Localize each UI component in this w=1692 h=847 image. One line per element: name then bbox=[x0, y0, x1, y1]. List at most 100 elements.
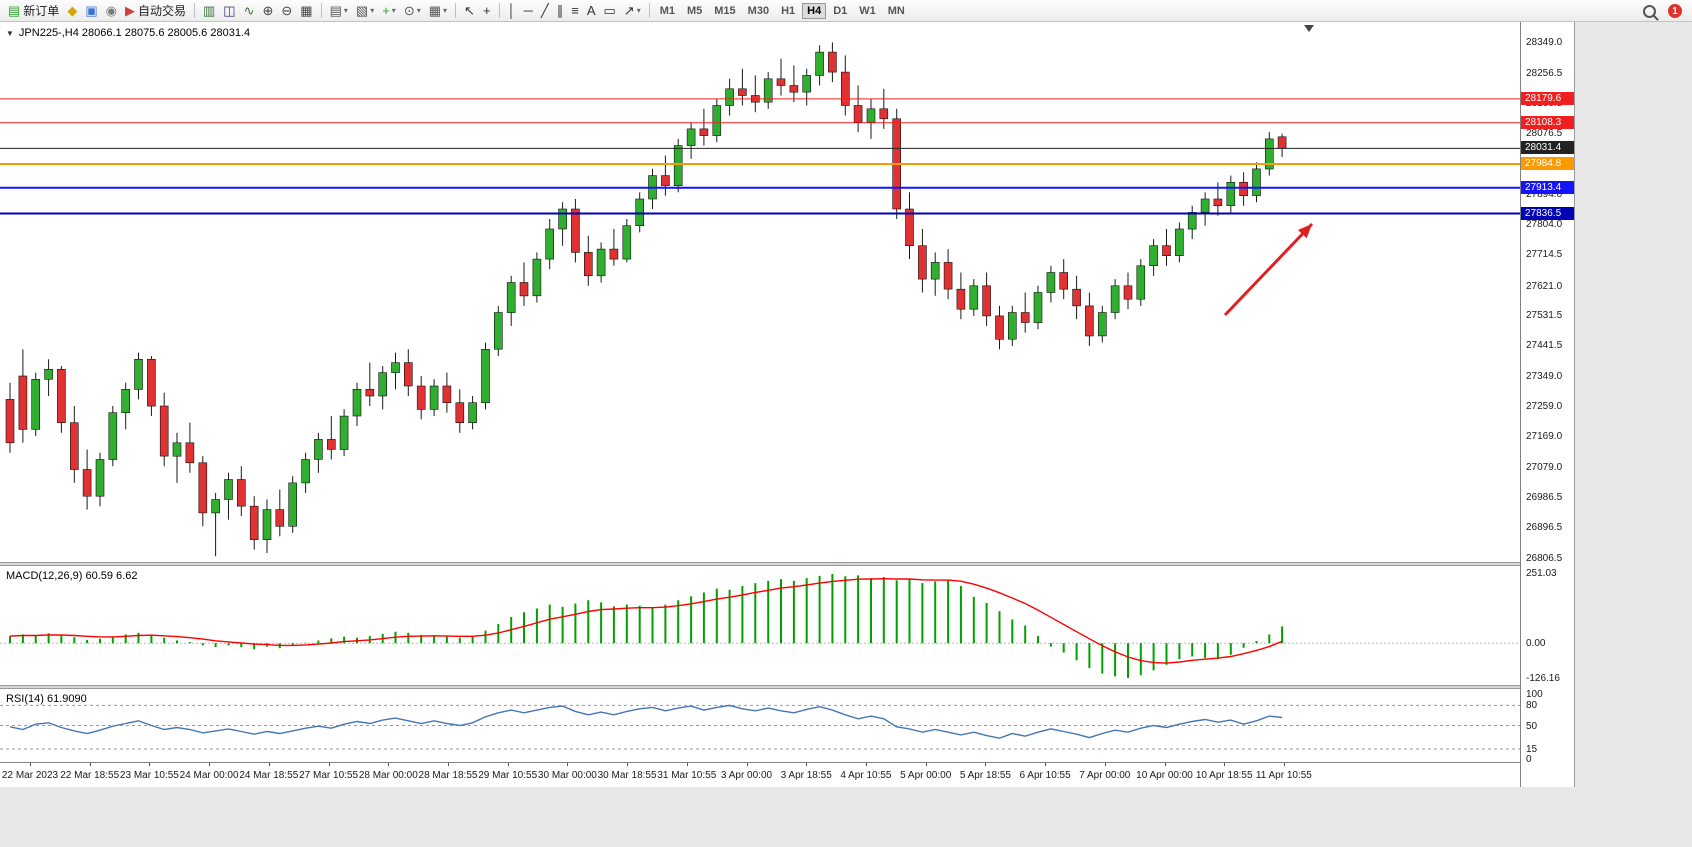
chart-shift-marker[interactable] bbox=[1304, 25, 1314, 32]
metaeditor-button[interactable]: ◆ bbox=[63, 1, 81, 21]
time-axis-tick bbox=[328, 763, 330, 766]
text-button[interactable]: A bbox=[583, 1, 600, 21]
chart-title-text: JPN225-,H4 28066.1 28075.6 28005.6 28031… bbox=[18, 27, 251, 39]
candlestick-chart-button[interactable]: ◫ bbox=[219, 1, 239, 21]
crosshair-icon: + bbox=[482, 3, 491, 18]
price-axis-tick: 27259.0 bbox=[1526, 401, 1563, 413]
new-chart-button[interactable]: ▤ ▾ bbox=[326, 1, 352, 21]
market-button[interactable]: ▣ bbox=[81, 1, 101, 21]
community-button[interactable]: ◉ bbox=[102, 1, 121, 21]
text-label-button[interactable]: ▭ bbox=[599, 1, 619, 21]
price-level-lines[interactable] bbox=[0, 98, 1520, 215]
time-axis-tick bbox=[1224, 763, 1226, 766]
time-axis-label: 30 Mar 18:55 bbox=[597, 770, 657, 781]
time-axis-label: 4 Apr 10:55 bbox=[840, 770, 892, 781]
periods-dropdown-caret[interactable]: ▾ bbox=[416, 6, 421, 15]
price-axis[interactable]: 28349.028256.528166.528076.527984.027894… bbox=[1520, 22, 1574, 787]
trendline-button[interactable]: ╱ bbox=[537, 1, 553, 21]
timeframe-m15[interactable]: M15 bbox=[714, 4, 736, 17]
indicators-icon: + bbox=[382, 3, 390, 18]
vertical-line-button[interactable]: │ bbox=[504, 1, 520, 21]
pane-separator[interactable] bbox=[0, 562, 1574, 566]
time-axis-tick bbox=[448, 763, 449, 766]
time-axis[interactable]: 22 Mar 2023 22 Mar 18:55 23 Mar 10:55 24 Ma… bbox=[0, 762, 1574, 787]
profiles-button[interactable]: ▧ ▾ bbox=[352, 1, 378, 21]
price-line-tag[interactable]: 28031.4 bbox=[1521, 141, 1574, 155]
time-axis-tick bbox=[388, 763, 390, 766]
indicators-dropdown-caret[interactable]: ▾ bbox=[391, 6, 396, 15]
price-line-tag[interactable]: 27913.4 bbox=[1521, 180, 1574, 194]
templates-icon: ▦ bbox=[428, 3, 442, 18]
timeframe-mn[interactable]: MN bbox=[887, 4, 905, 17]
tile-windows-button[interactable]: ▦ bbox=[296, 1, 316, 21]
pane-separator[interactable] bbox=[0, 685, 1574, 689]
rsi-label: RSI(14) 61.9090 bbox=[6, 693, 87, 705]
rsi-scale-label: 100 bbox=[1526, 689, 1543, 700]
crosshair-button[interactable]: + bbox=[479, 1, 495, 21]
price-line-tag[interactable]: 28179.6 bbox=[1521, 91, 1574, 105]
timeframe-w1[interactable]: W1 bbox=[859, 4, 876, 17]
time-axis-label: 24 Mar 00:00 bbox=[179, 770, 239, 781]
timeframe-d1[interactable]: D1 bbox=[833, 4, 848, 17]
fibonacci-button[interactable]: ≡ bbox=[567, 1, 583, 21]
notifications-badge[interactable]: 1 bbox=[1668, 4, 1682, 18]
templates-button[interactable]: ▦ ▾ bbox=[425, 1, 451, 21]
new-chart-dropdown-caret[interactable]: ▾ bbox=[343, 6, 348, 15]
time-axis-tick bbox=[865, 763, 867, 766]
cursor-button[interactable]: ↖ bbox=[460, 1, 479, 21]
macd-label: MACD(12,26,9) 60.59 6.62 bbox=[6, 570, 138, 582]
price-axis-tick: 27079.0 bbox=[1526, 461, 1563, 473]
profiles-icon: ▧ bbox=[355, 3, 369, 18]
arrows-icon: ↗ bbox=[623, 3, 635, 18]
chart-title: ▼ JPN225-,H4 28066.1 28075.6 28005.6 280… bbox=[6, 27, 250, 39]
time-axis-label: 5 Apr 18:55 bbox=[959, 770, 1011, 781]
rsi-scale-label: 15 bbox=[1526, 744, 1538, 755]
time-axis-tick bbox=[985, 763, 987, 766]
main-chart-canvas[interactable] bbox=[0, 22, 1520, 563]
equidistant-channel-button[interactable]: ∥ bbox=[553, 1, 568, 21]
zoom-in-button[interactable]: ⊕ bbox=[258, 1, 277, 21]
bar-chart-button[interactable]: ▥ bbox=[199, 1, 219, 21]
horizontal-line-button[interactable]: ─ bbox=[520, 1, 537, 21]
search-icon[interactable] bbox=[1643, 4, 1656, 18]
rsi-indicator-canvas[interactable] bbox=[0, 689, 1520, 762]
templates-dropdown-caret[interactable]: ▾ bbox=[443, 6, 448, 15]
macd-histogram bbox=[9, 574, 1284, 678]
periods-button[interactable]: ⊙ ▾ bbox=[400, 1, 425, 21]
price-axis-tick: 27169.0 bbox=[1526, 431, 1563, 443]
time-axis-tick bbox=[686, 763, 688, 766]
zoom-out-button[interactable]: ⊖ bbox=[277, 1, 296, 21]
new-order-button[interactable]: ▤ 新订单 bbox=[4, 1, 63, 21]
tile-windows-icon: ▦ bbox=[300, 3, 313, 18]
bar-chart-icon: ▥ bbox=[202, 3, 216, 18]
toolbar-separator bbox=[320, 3, 322, 18]
line-chart-button[interactable]: ∿ bbox=[240, 1, 259, 21]
price-axis-tick: 27349.0 bbox=[1526, 371, 1563, 383]
auto-trading-button[interactable]: ▶ 自动交易 bbox=[121, 1, 190, 21]
time-axis-tick bbox=[925, 763, 927, 766]
timeframe-h1[interactable]: H1 bbox=[781, 4, 796, 17]
time-axis-label: 22 Mar 18:55 bbox=[60, 770, 120, 781]
timeframe-m30[interactable]: M30 bbox=[747, 4, 770, 17]
timeframe-m5[interactable]: M5 bbox=[686, 4, 703, 17]
price-line-tag[interactable]: 27984.8 bbox=[1521, 157, 1574, 170]
timeframe-h4[interactable]: H4 bbox=[802, 2, 827, 19]
text-label-icon: ▭ bbox=[603, 3, 616, 18]
time-axis-label: 10 Apr 18:55 bbox=[1195, 770, 1253, 781]
market-icon: ▣ bbox=[85, 3, 98, 18]
trend-arrow-annotation[interactable] bbox=[1223, 222, 1314, 317]
time-axis-label: 6 Apr 10:55 bbox=[1019, 770, 1071, 781]
profiles-dropdown-caret[interactable]: ▾ bbox=[370, 6, 375, 15]
time-axis-tick bbox=[209, 763, 211, 766]
toolbar-right-group: 1 bbox=[1643, 0, 1682, 22]
time-axis-label: 31 Mar 10:55 bbox=[657, 770, 717, 781]
timeframe-m1[interactable]: M1 bbox=[659, 4, 675, 17]
arrows-button[interactable]: ↗ ▾ bbox=[620, 1, 645, 21]
arrows-dropdown-caret[interactable]: ▾ bbox=[636, 6, 641, 15]
one-click-trading-toggle[interactable]: ▼ bbox=[6, 28, 14, 38]
macd-indicator-canvas[interactable] bbox=[0, 566, 1520, 686]
price-line-tag[interactable]: 28108.3 bbox=[1521, 115, 1574, 129]
price-line-tag[interactable]: 27836.5 bbox=[1521, 206, 1574, 220]
text-icon: A bbox=[586, 3, 596, 18]
indicators-button[interactable]: + ▾ bbox=[378, 1, 400, 21]
